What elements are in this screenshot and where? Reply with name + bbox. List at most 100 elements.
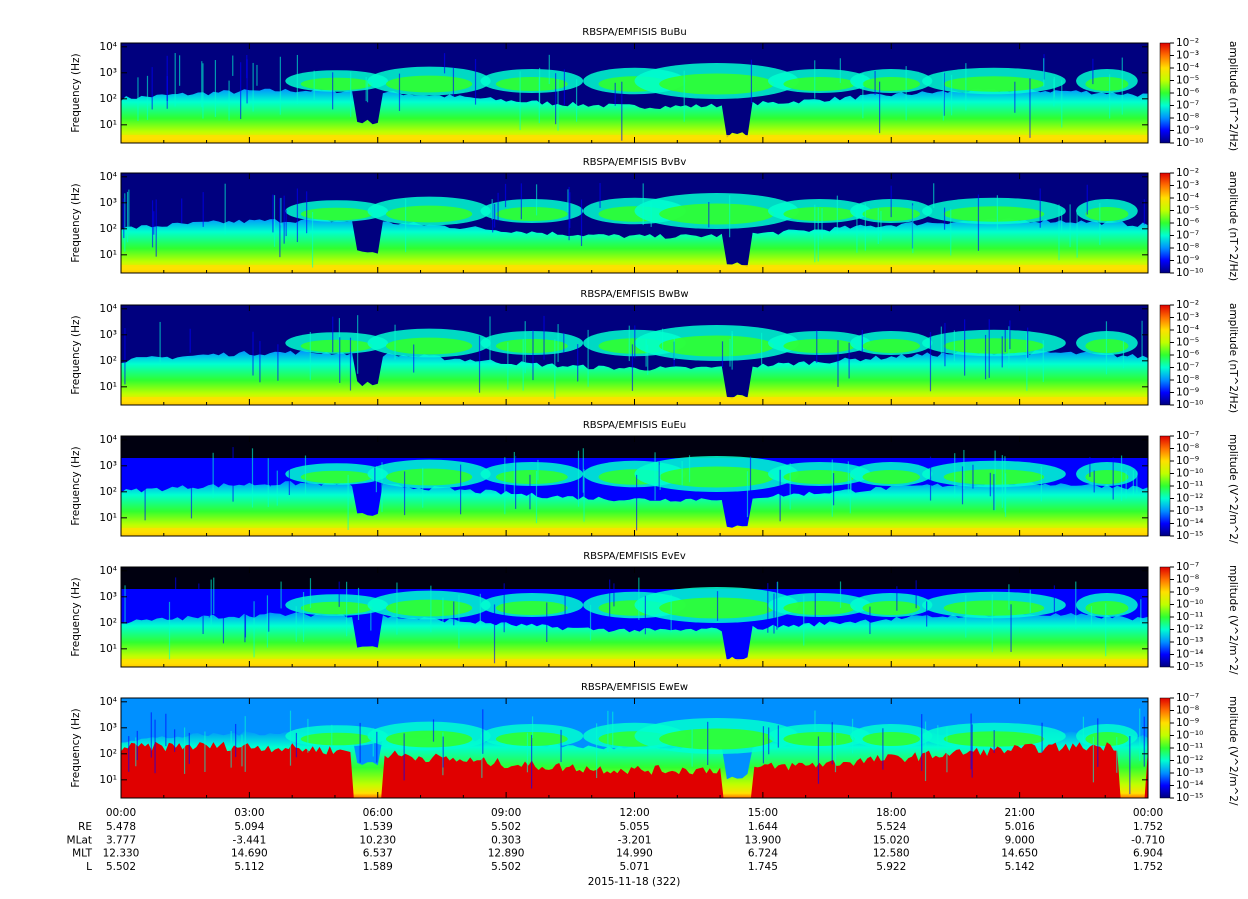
streak [526, 732, 529, 773]
ephemeris-value: 1.752 [1133, 821, 1163, 833]
y-axis-label: Frequency (Hz) [70, 446, 82, 525]
streak [1009, 320, 1011, 350]
streak [634, 325, 636, 359]
streak [283, 195, 285, 244]
colorbar-tick-label: 10⁻¹⁰ [1176, 730, 1203, 742]
streak [768, 727, 770, 755]
streak [214, 60, 217, 117]
streak [729, 338, 731, 367]
x-tick-label: 06:00 [363, 807, 393, 819]
streak [1058, 204, 1060, 261]
streak [612, 711, 614, 748]
streak [306, 191, 308, 234]
streak [398, 73, 401, 111]
streak [289, 710, 292, 766]
streak [1112, 457, 1114, 500]
streak [896, 586, 898, 611]
streak [478, 335, 481, 393]
wave-blob [495, 77, 568, 91]
streak [538, 76, 540, 124]
colorbar-tick-label: 10⁻⁴ [1176, 62, 1199, 74]
streak [535, 184, 538, 216]
y-tick-label: 10³ [99, 197, 117, 209]
y-tick-label: 10³ [99, 460, 117, 472]
y-tick-label: 10⁴ [99, 171, 117, 183]
spectrogram-image [121, 567, 1148, 667]
streak [1082, 716, 1085, 744]
streak [413, 344, 415, 373]
streak [836, 195, 838, 235]
y-tick-label: 10⁴ [99, 434, 117, 446]
streak [174, 729, 176, 752]
wave-blob [1085, 470, 1129, 484]
streak [244, 716, 246, 772]
streak [850, 469, 852, 492]
streak [273, 195, 276, 247]
streak [1089, 456, 1091, 477]
colorbar-tick-label: 10⁻² [1176, 167, 1199, 179]
streak [890, 185, 892, 218]
streak [580, 199, 583, 246]
ephemeris-value: 0.303 [491, 834, 521, 846]
streak [295, 732, 298, 758]
x-tick-label: 15:00 [748, 807, 778, 819]
wave-blob [385, 468, 473, 486]
streak [302, 592, 305, 642]
streak [880, 211, 882, 241]
y-tick-label: 10¹ [99, 119, 117, 131]
streak [531, 734, 533, 789]
wave-blob [1085, 77, 1129, 91]
ephemeris-value: 5.071 [619, 861, 649, 873]
ephemeris-value: 5.094 [234, 821, 264, 833]
colorbar-tick-label: 10⁻¹⁵ [1176, 661, 1203, 673]
streak [183, 727, 186, 774]
x-tick-label: 00:00 [1133, 807, 1163, 819]
streak [403, 733, 405, 781]
wave-blob [862, 732, 921, 746]
colorbar [1159, 435, 1171, 537]
streak [1004, 329, 1006, 353]
streak [240, 62, 242, 120]
streak [1105, 321, 1108, 375]
streak [279, 56, 281, 115]
colorbar-tick-label: 10⁻³ [1176, 312, 1199, 324]
wave-blob [783, 77, 856, 91]
ephemeris-value: -3.441 [232, 834, 266, 846]
streak [1132, 470, 1134, 495]
streak [1141, 320, 1143, 359]
y-tick-label: 10³ [99, 591, 117, 603]
colorbar-tick-label: 10⁻¹¹ [1176, 480, 1203, 492]
streak [339, 337, 341, 383]
ephemeris-value: 12.580 [873, 848, 910, 860]
wave-blob [659, 466, 775, 488]
wave-blob [385, 599, 473, 617]
streak [235, 723, 237, 758]
streak [546, 602, 548, 642]
streak [349, 337, 352, 391]
panel-title: RBSPA/EMFISIS BwBw [580, 289, 688, 300]
streak [202, 63, 204, 119]
streak [816, 330, 818, 363]
panel-title: RBSPA/EMFISIS EuEu [583, 420, 686, 431]
ephemeris-value: -3.201 [618, 834, 652, 846]
streak [504, 183, 507, 208]
colorbar-tick-label: 10⁻⁷ [1176, 561, 1199, 573]
wave-blob [783, 732, 856, 746]
y-axis-label: Frequency (Hz) [70, 708, 82, 787]
colorbar-tick-label: 10⁻⁴ [1176, 192, 1199, 204]
streak [126, 191, 129, 243]
streak [1039, 188, 1041, 228]
streak [403, 471, 406, 516]
colorbar-label: amplitude (nT^2/Hz) [1227, 303, 1239, 413]
streak [681, 460, 683, 486]
colorbar-label: mplitude (V^2/m^2/ [1227, 696, 1239, 806]
streak [442, 597, 444, 624]
streak [644, 595, 646, 635]
streak [124, 328, 126, 385]
ephemeris-value: 15.020 [873, 834, 910, 846]
streak [276, 470, 278, 506]
colorbar-tick-label: 10⁻⁹ [1176, 125, 1199, 137]
streak [241, 734, 243, 767]
streak [153, 211, 155, 235]
